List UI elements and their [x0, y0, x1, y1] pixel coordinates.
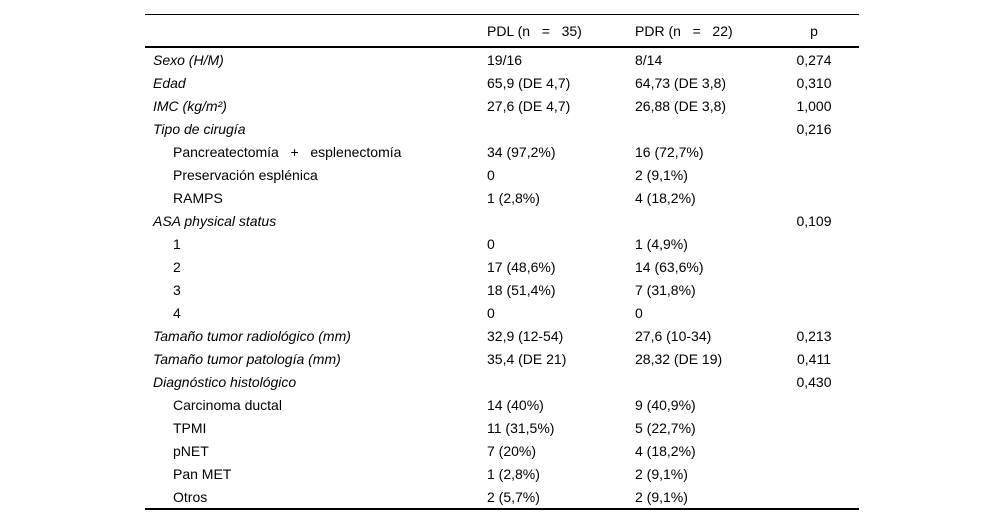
- p-value: 0,430: [796, 373, 832, 390]
- pdr-value: 9 (40,9%): [635, 396, 696, 413]
- row-label: RAMPS: [173, 189, 223, 206]
- p-value: 0,274: [796, 51, 832, 68]
- table-row: RAMPS 1 (2,8%) 4 (18,2%): [145, 186, 859, 209]
- row-label: Pancreatectomía + esplenectomía: [173, 143, 402, 160]
- pdr-value: 28,32 (DE 19): [635, 350, 723, 367]
- pdr-value: 27,6 (10-34): [635, 327, 712, 344]
- row-label: Tipo de cirugía: [153, 120, 246, 137]
- pdr-value: 2 (9,1%): [635, 166, 688, 183]
- row-label: 2: [173, 258, 181, 275]
- table-row: Edad 65,9 (DE 4,7) 64,73 (DE 3,8) 0,310: [145, 71, 859, 94]
- column-header-pdr: PDR (n = 22): [635, 22, 733, 39]
- pdr-value: 8/14: [635, 51, 663, 68]
- row-label: 1: [173, 235, 181, 252]
- pdr-value: 4 (18,2%): [635, 442, 696, 459]
- pdl-value: 1 (2,8%): [487, 189, 540, 206]
- row-label: IMC (kg/m²): [153, 97, 227, 114]
- row-label: Tamaño tumor radiológico (mm): [153, 327, 351, 344]
- row-label: Pan MET: [173, 465, 232, 482]
- pdr-value: 26,88 (DE 3,8): [635, 97, 727, 114]
- table-row: Pan MET 1 (2,8%) 2 (9,1%): [145, 462, 859, 485]
- table-row: Otros 2 (5,7%) 2 (9,1%): [145, 485, 859, 508]
- table-row: Pancreatectomía + esplenectomía 34 (97,2…: [145, 140, 859, 163]
- pdl-value: 0: [487, 304, 495, 321]
- pdl-value: 7 (20%): [487, 442, 537, 459]
- row-label: Preservación esplénica: [173, 166, 318, 183]
- row-label: Tamaño tumor patología (mm): [153, 350, 341, 367]
- pdr-value: 2 (9,1%): [635, 488, 688, 505]
- row-label: ASA physical status: [153, 212, 277, 229]
- pdl-value: 19/16: [487, 51, 523, 68]
- table-row: IMC (kg/m²) 27,6 (DE 4,7) 26,88 (DE 3,8)…: [145, 94, 859, 117]
- pdl-value: 32,9 (12-54): [487, 327, 564, 344]
- pdl-value: 0: [487, 235, 495, 252]
- p-value: 1,000: [796, 97, 832, 114]
- table-row: Diagnóstico histológico 0,430: [145, 370, 859, 393]
- table-row: Tamaño tumor patología (mm) 35,4 (DE 21)…: [145, 347, 859, 370]
- p-value: 0,310: [796, 74, 832, 91]
- column-header-p: p: [810, 22, 818, 39]
- pdr-value: 1 (4,9%): [635, 235, 688, 252]
- pdl-value: 35,4 (DE 21): [487, 350, 567, 367]
- table-row: pNET 7 (20%) 4 (18,2%): [145, 439, 859, 462]
- pdl-value: 17 (48,6%): [487, 258, 556, 275]
- pdr-value: 64,73 (DE 3,8): [635, 74, 727, 91]
- pdl-value: 14 (40%): [487, 396, 544, 413]
- pdl-value: 0: [487, 166, 495, 183]
- row-label: Carcinoma ductal: [173, 396, 282, 413]
- row-label: Otros: [173, 488, 208, 505]
- p-value: 0,411: [797, 350, 831, 367]
- row-label: Edad: [153, 74, 186, 91]
- p-value: 0,216: [796, 120, 832, 137]
- pdl-value: 34 (97,2%): [487, 143, 556, 160]
- pdl-value: 27,6 (DE 4,7): [487, 97, 571, 114]
- table-row: Sexo (H/M) 19/16 8/14 0,274: [145, 48, 859, 71]
- p-value: 0,213: [796, 327, 832, 344]
- pdl-value: 1 (2,8%): [487, 465, 540, 482]
- table-row: 3 18 (51,4%) 7 (31,8%): [145, 278, 859, 301]
- table-row: TPMI 11 (31,5%) 5 (22,7%): [145, 416, 859, 439]
- pdl-value: 11 (31,5%): [487, 419, 555, 436]
- pdr-value: 4 (18,2%): [635, 189, 696, 206]
- table-row: 2 17 (48,6%) 14 (63,6%): [145, 255, 859, 278]
- column-header-pdl: PDL (n = 35): [487, 22, 582, 39]
- row-label: Sexo (H/M): [153, 51, 224, 68]
- row-label: 4: [173, 304, 181, 321]
- pdr-value: 14 (63,6%): [635, 258, 704, 275]
- pdr-value: 0: [635, 304, 643, 321]
- table-row: Preservación esplénica 0 2 (9,1%): [145, 163, 859, 186]
- table-row: 1 0 1 (4,9%): [145, 232, 859, 255]
- table-row: Tipo de cirugía 0,216: [145, 117, 859, 140]
- pdr-value: 7 (31,8%): [635, 281, 696, 298]
- row-label: Diagnóstico histológico: [153, 373, 297, 390]
- table-row: 4 0 0: [145, 301, 859, 324]
- table-header-row: PDL (n = 35) PDR (n = 22) p: [145, 15, 859, 48]
- statistics-table: PDL (n = 35) PDR (n = 22) p Sexo (H/M) 1…: [145, 14, 859, 510]
- row-label: pNET: [173, 442, 209, 459]
- pdl-value: 65,9 (DE 4,7): [487, 74, 571, 91]
- row-label: 3: [173, 281, 181, 298]
- pdr-value: 5 (22,7%): [635, 419, 696, 436]
- table-row: ASA physical status 0,109: [145, 209, 859, 232]
- table-row: Tamaño tumor radiológico (mm) 32,9 (12-5…: [145, 324, 859, 347]
- pdr-value: 16 (72,7%): [635, 143, 704, 160]
- pdl-value: 2 (5,7%): [487, 488, 540, 505]
- pdr-value: 2 (9,1%): [635, 465, 688, 482]
- table-row: Carcinoma ductal 14 (40%) 9 (40,9%): [145, 393, 859, 416]
- row-label: TPMI: [173, 419, 207, 436]
- pdl-value: 18 (51,4%): [487, 281, 556, 298]
- p-value: 0,109: [796, 212, 832, 229]
- table-body: Sexo (H/M) 19/16 8/14 0,274 Edad 65,9 (D…: [145, 48, 859, 508]
